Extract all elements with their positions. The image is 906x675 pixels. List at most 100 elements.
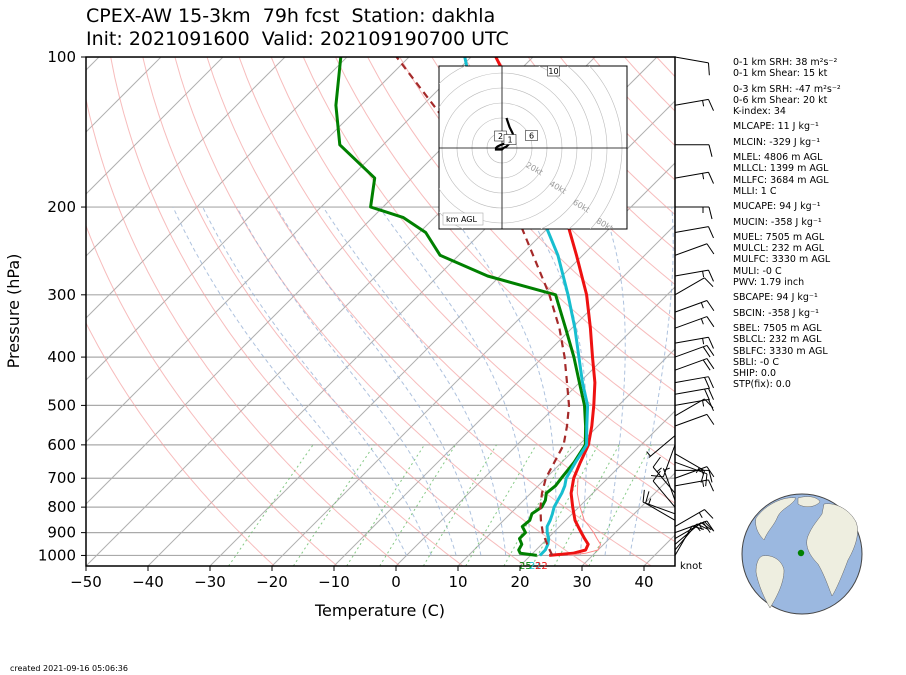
wind-barb bbox=[674, 466, 715, 479]
moist-adiabat bbox=[445, 206, 557, 556]
wind-barb bbox=[674, 387, 714, 401]
stat-line: 0-1 km SRH: 38 m²s⁻² bbox=[733, 57, 838, 68]
isotherm bbox=[519, 410, 675, 566]
wind-barb bbox=[642, 489, 676, 515]
moist-adiabat bbox=[629, 206, 674, 556]
mixing-ratio-line bbox=[292, 444, 375, 566]
moist-adiabat bbox=[236, 206, 457, 556]
x-tick-label: 30 bbox=[572, 573, 591, 591]
hodograph-height-box bbox=[547, 66, 560, 77]
y-tick-label: 100 bbox=[47, 48, 76, 66]
globe-europe-africa bbox=[806, 503, 858, 597]
x-tick-label: 20 bbox=[510, 573, 529, 591]
dry-adiabat bbox=[270, 57, 675, 504]
stat-line: MUCIN: -358 J kg⁻¹ bbox=[733, 216, 822, 228]
stat-line: SBCIN: -358 J kg⁻¹ bbox=[733, 307, 819, 319]
x-tick-label: −50 bbox=[70, 573, 102, 591]
wind-barb bbox=[674, 413, 715, 427]
wind-barb bbox=[646, 435, 676, 458]
dry-adiabat bbox=[463, 57, 675, 286]
surface-label-2: 21 bbox=[529, 561, 542, 572]
stat-line: MLLI: 1 C bbox=[733, 185, 777, 197]
stat-line: MLLCL: 1399 m AGL bbox=[733, 163, 829, 175]
dry-adiabat bbox=[302, 57, 675, 467]
mixing-ratio-line bbox=[379, 444, 456, 566]
hodograph-legend: km AGL bbox=[446, 215, 478, 224]
x-tick-label: 40 bbox=[634, 573, 653, 591]
dry-adiabat bbox=[431, 57, 675, 321]
stat-line: MULCL: 232 m AGL bbox=[733, 243, 825, 255]
y-tick-label: 200 bbox=[47, 198, 76, 216]
wind-barb bbox=[674, 398, 714, 411]
stat-line: SBLI: -0 C bbox=[733, 356, 779, 368]
stat-line: SHIP: 0.0 bbox=[733, 368, 777, 380]
stat-line: K-index: 34 bbox=[733, 106, 786, 118]
wind-barb bbox=[674, 520, 715, 534]
isotherm bbox=[86, 57, 286, 257]
isotherm bbox=[581, 472, 675, 566]
wind-barb bbox=[674, 269, 714, 282]
stability-indices-panel: 0-1 km SRH: 38 m²s⁻² 0-1 km Shear: 15 kt… bbox=[733, 57, 841, 391]
dry-adiabat bbox=[142, 57, 526, 566]
wind-barb bbox=[674, 344, 715, 358]
stat-line: MLEL: 4806 m AGL bbox=[733, 152, 823, 164]
station-marker bbox=[797, 549, 805, 557]
stat-line: MLCIN: -329 J kg⁻¹ bbox=[733, 136, 821, 148]
created-timestamp: created 2021-09-16 05:06:36 bbox=[10, 664, 128, 673]
hodograph-frame bbox=[438, 65, 628, 230]
moist-adiabat bbox=[275, 206, 482, 556]
hodograph-trace bbox=[494, 117, 516, 151]
wind-barb bbox=[662, 467, 676, 501]
hodograph-height-label: 10 bbox=[548, 67, 558, 76]
stat-line: MUEL: 7505 m AGL bbox=[733, 231, 825, 243]
wind-barb bbox=[674, 453, 705, 483]
isotherm bbox=[457, 348, 675, 566]
stat-line: SBEL: 7505 m AGL bbox=[733, 322, 822, 334]
isotherm bbox=[271, 162, 675, 566]
y-tick-label: 800 bbox=[47, 498, 76, 516]
virtual-temperature-profile bbox=[567, 478, 602, 556]
mixing-ratio-line bbox=[465, 444, 537, 566]
dry-adiabat bbox=[174, 57, 589, 566]
stat-line: SBLFC: 3330 m AGL bbox=[733, 345, 828, 357]
mixing-ratio-line bbox=[422, 444, 497, 566]
isotherm bbox=[86, 57, 224, 195]
location-globe bbox=[741, 493, 863, 615]
isotherm bbox=[86, 57, 348, 319]
globe-south-america bbox=[755, 555, 785, 609]
stat-line: MUCAPE: 94 J kg⁻¹ bbox=[733, 201, 821, 213]
stat-line: 0-1 km Shear: 15 kt bbox=[733, 68, 828, 80]
dry-adiabat bbox=[86, 224, 338, 566]
surface-label-1: 25 bbox=[519, 561, 532, 572]
wind-barb bbox=[674, 226, 714, 239]
isotherm bbox=[395, 286, 675, 566]
x-tick-label: −10 bbox=[318, 573, 350, 591]
wind-barb bbox=[651, 444, 676, 478]
dry-adiabat bbox=[399, 57, 675, 357]
wind-barb bbox=[674, 277, 714, 296]
y-tick-label: 700 bbox=[47, 469, 76, 487]
wind-barb bbox=[674, 376, 714, 389]
plot-frame bbox=[85, 56, 676, 567]
x-tick-label: −30 bbox=[194, 573, 226, 591]
stat-line: 0-6 km Shear: 20 kt bbox=[733, 94, 828, 106]
dry-adiabat bbox=[206, 57, 652, 566]
moist-adiabat bbox=[202, 206, 432, 556]
x-tick-label: 10 bbox=[448, 573, 467, 591]
surface-label-3: 22 bbox=[535, 561, 548, 572]
x-tick-label: −20 bbox=[256, 573, 288, 591]
y-tick-label: 600 bbox=[47, 436, 76, 454]
hodograph-height-box bbox=[525, 130, 538, 141]
wind-barb bbox=[675, 206, 713, 220]
stat-line: MULI: -0 C bbox=[733, 265, 782, 277]
stat-line: 0-3 km SRH: -47 m²s⁻² bbox=[733, 83, 841, 95]
wind-barb bbox=[674, 316, 715, 329]
wind-barb bbox=[674, 171, 714, 184]
wind-barb bbox=[674, 98, 714, 111]
x-tick-label: −40 bbox=[132, 573, 164, 591]
x-tick-label: 0 bbox=[391, 573, 401, 591]
hodograph-height-label: 2 bbox=[498, 132, 503, 141]
y-tick-label: 400 bbox=[47, 348, 76, 366]
isotherm bbox=[86, 57, 472, 443]
